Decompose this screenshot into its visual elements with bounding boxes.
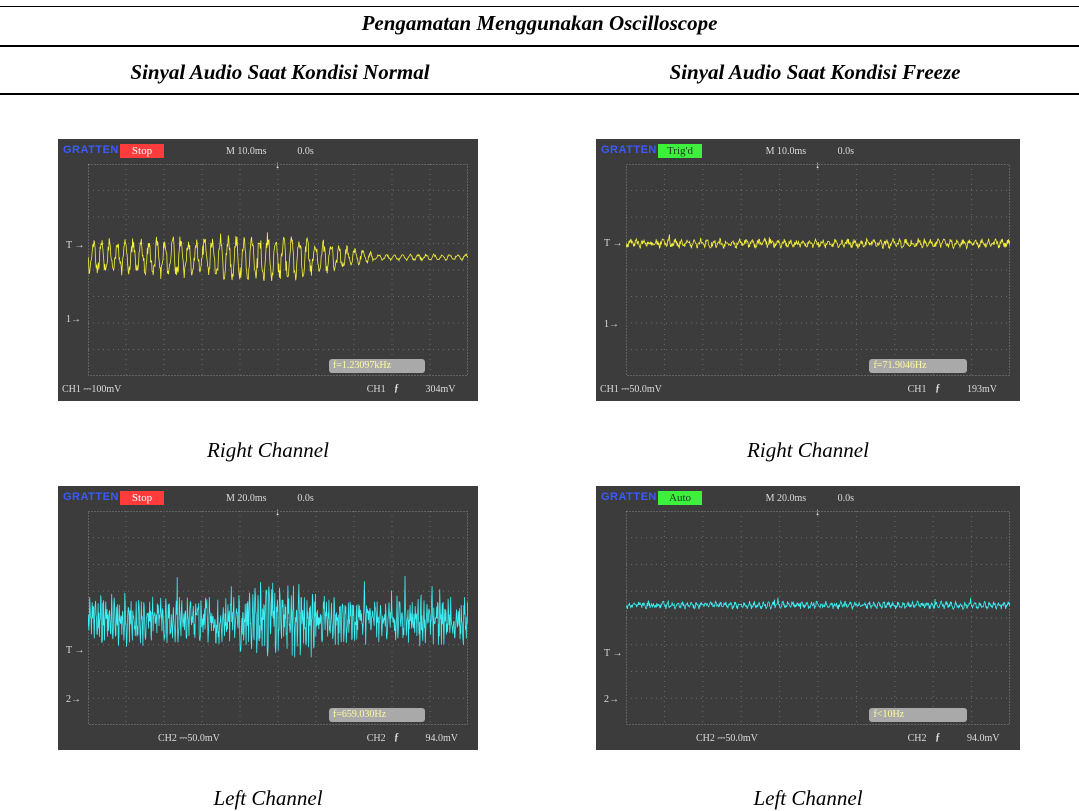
trigger-level-readout: 193mV — [967, 384, 997, 395]
channel-ground-marker: 2→ — [66, 694, 81, 705]
channel-scale-readout: CH1 ⎓100mV — [62, 384, 122, 395]
right-arrow-icon: → — [609, 648, 623, 660]
trigger-source-readout: CH2 — [366, 733, 386, 744]
top-rule — [0, 6, 1079, 7]
caption-freeze-right: Right Channel — [747, 438, 869, 462]
trigger-position-arrow-icon: ↓ — [275, 160, 280, 171]
trigger-level-marker: T → — [604, 648, 622, 659]
signal-trace — [88, 575, 468, 658]
trigger-label: T — [604, 237, 610, 249]
trigger-edge-icon: ƒ — [394, 383, 399, 394]
trigger-level-readout: 94.0mV — [967, 733, 1000, 744]
timebase-readout: M 20.0ms — [226, 493, 267, 504]
channel-marker-label: 2 — [604, 694, 609, 706]
frequency-readout: f<10Hz — [869, 708, 967, 722]
acquisition-status-badge: Auto — [658, 491, 702, 505]
trigger-level-marker: T → — [66, 645, 84, 656]
trigger-level-marker: T → — [604, 238, 622, 249]
trigger-position-arrow-icon: ↓ — [815, 160, 820, 171]
scope-brand-logo: GRATTEN — [601, 144, 657, 156]
timebase-readout: M 10.0ms — [765, 146, 807, 157]
timebase-readout: M 10.0ms — [226, 146, 267, 157]
channel-marker-label: 1 — [604, 319, 609, 331]
trigger-edge-icon: ƒ — [935, 732, 941, 743]
right-arrow-icon: → — [71, 313, 81, 325]
graticule-border — [626, 511, 1010, 725]
trigger-label: T — [66, 239, 72, 251]
frequency-readout: f=659.030Hz — [328, 708, 426, 722]
right-arrow-icon: → — [71, 645, 85, 657]
trigger-edge-icon: ƒ — [935, 383, 941, 394]
caption-freeze-left: Left Channel — [753, 786, 863, 810]
timebase-readout: M 20.0ms — [765, 493, 807, 504]
caption-normal-left: Left Channel — [213, 786, 323, 810]
frequency-readout: f=1.23097kHz — [328, 359, 426, 373]
channel-scale-readout: CH2 ⎓50.0mV — [158, 733, 220, 744]
channel-marker-label: 2 — [66, 694, 71, 706]
trigger-level-marker: T → — [66, 240, 84, 251]
oscilloscope-normal-right: GRATTEN Stop M 10.0ms 0.0s ↓ T → 1→ f=1.23097kH… — [58, 139, 478, 401]
trigger-source-readout: CH1 — [366, 384, 386, 395]
waveform-display — [626, 164, 1010, 376]
right-arrow-icon: → — [71, 239, 85, 251]
trigger-source-readout: CH1 — [907, 384, 927, 395]
acquisition-status-badge: Stop — [120, 144, 164, 158]
channel-marker-label: 1 — [66, 313, 71, 325]
delay-readout: 0.0s — [837, 146, 855, 157]
title-rule — [0, 45, 1079, 47]
waveform-display — [88, 164, 468, 376]
channel-scale-readout: CH1 ⎓50.0mV — [600, 384, 662, 395]
trigger-position-arrow-icon: ↓ — [275, 507, 280, 518]
channel-ground-marker: 1→ — [66, 314, 81, 325]
header-rule — [0, 93, 1079, 95]
oscilloscope-freeze-right: GRATTEN Trig'd M 10.0ms 0.0s ↓ T → 1→ f=71.9046… — [596, 139, 1020, 401]
trigger-label: T — [66, 645, 72, 657]
scope-brand-logo: GRATTEN — [601, 491, 657, 503]
trigger-level-readout: 304mV — [425, 384, 456, 395]
scope-brand-logo: GRATTEN — [63, 144, 119, 156]
table-title: Pengamatan Menggunakan Oscilloscope — [361, 11, 718, 35]
column-header-normal: Sinyal Audio Saat Kondisi Normal — [130, 60, 430, 84]
acquisition-status-badge: Stop — [120, 491, 164, 505]
delay-readout: 0.0s — [837, 493, 855, 504]
signal-trace — [88, 232, 468, 282]
signal-trace — [626, 597, 1010, 611]
oscilloscope-normal-left: GRATTEN Stop M 20.0ms 0.0s ↓ T → 2→ f=659.030Hz… — [58, 486, 478, 750]
delay-readout: 0.0s — [297, 493, 314, 504]
right-arrow-icon: → — [609, 237, 623, 249]
waveform-display — [88, 511, 468, 725]
waveform-display — [626, 511, 1010, 725]
caption-normal-right: Right Channel — [207, 438, 329, 462]
channel-ground-marker: 2→ — [604, 694, 619, 705]
channel-scale-readout: CH2 ⎓50.0mV — [696, 733, 758, 744]
trigger-label: T — [604, 648, 610, 660]
frequency-readout: f=71.9046Hz — [869, 359, 967, 373]
column-header-freeze: Sinyal Audio Saat Kondisi Freeze — [669, 60, 961, 84]
trigger-source-readout: CH2 — [907, 733, 927, 744]
signal-trace — [626, 234, 1010, 251]
delay-readout: 0.0s — [297, 146, 314, 157]
acquisition-status-badge: Trig'd — [658, 144, 702, 158]
oscilloscope-freeze-left: GRATTEN Auto M 20.0ms 0.0s ↓ T → 2→ f<10Hz CH2 ⎓… — [596, 486, 1020, 750]
trigger-position-arrow-icon: ↓ — [815, 507, 820, 518]
trigger-level-readout: 94.0mV — [425, 733, 459, 744]
scope-brand-logo: GRATTEN — [63, 491, 119, 503]
right-arrow-icon: → — [609, 319, 619, 331]
trigger-edge-icon: ƒ — [394, 732, 399, 743]
right-arrow-icon: → — [71, 694, 81, 706]
right-arrow-icon: → — [609, 694, 619, 706]
channel-ground-marker: 1→ — [604, 319, 619, 330]
